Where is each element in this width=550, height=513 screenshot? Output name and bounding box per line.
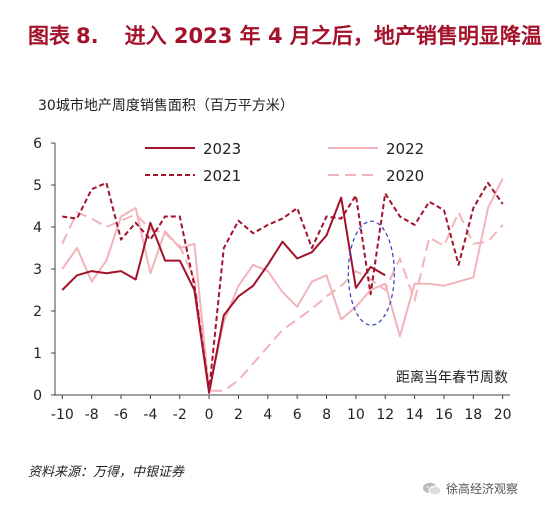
legend-label-2022: 2022 [386, 140, 424, 158]
x-tick-label: -8 [85, 407, 99, 423]
series-line-2020 [61, 211, 504, 392]
figure-number: 8. [76, 24, 99, 48]
x-tick-label: -10 [51, 407, 74, 423]
figure-title: 进入 2023 年 4 月之后，地产销售明显降温 [124, 24, 542, 48]
figure-label: 图表 [28, 24, 70, 48]
x-tick-label: 2 [234, 407, 243, 423]
x-tick-label: 14 [406, 407, 424, 423]
highlight-ellipse [347, 220, 395, 326]
series-line-2023 [61, 196, 386, 394]
x-tick-label: 10 [347, 407, 365, 423]
watermark-text: 徐高经济观察 [446, 482, 519, 496]
watermark: 徐高经济观察 [422, 480, 518, 497]
x-tick-label: -4 [143, 407, 157, 423]
x-tick-label: 20 [494, 407, 512, 423]
y-tick-label: 0 [33, 388, 42, 404]
y-tick-label: 6 [33, 136, 42, 152]
wechat-icon [423, 482, 442, 495]
y-tick-label: 5 [33, 178, 42, 194]
y-tick-label: 2 [33, 304, 42, 320]
series-line-2021 [62, 181, 504, 392]
x-tick-label: -6 [114, 407, 128, 423]
x-tick-label: 8 [322, 407, 331, 423]
x-tick-label: 18 [464, 407, 482, 423]
legend-label-2023: 2023 [203, 140, 241, 158]
source-note: 资料来源：万得，中银证券 [28, 465, 185, 480]
y-tick-label: 3 [33, 262, 42, 278]
x-tick-label: 16 [435, 407, 453, 423]
x-tick-label: 6 [293, 407, 302, 423]
x-tick-label: 12 [376, 407, 394, 423]
x-tick-label: 0 [205, 407, 214, 423]
x-tick-label: 4 [263, 407, 272, 423]
y-tick-label: 4 [33, 220, 42, 236]
series-line-2022 [61, 178, 504, 392]
figure-header: 图表 8. 进入 2023 年 4 月之后，地产销售明显降温 [28, 20, 542, 50]
legend-label-2021: 2021 [203, 167, 241, 185]
legend-label-2020: 2020 [386, 167, 424, 185]
chart-title: 30城市地产周度销售面积（百万平方米） [38, 98, 294, 114]
x-tick-label: -2 [173, 407, 187, 423]
y-tick-label: 1 [33, 346, 42, 362]
x-axis-label: 距离当年春节周数 [396, 369, 508, 386]
